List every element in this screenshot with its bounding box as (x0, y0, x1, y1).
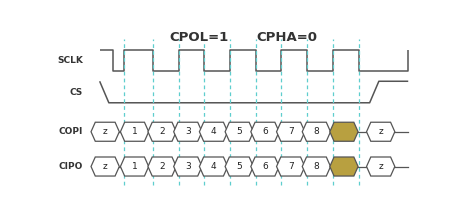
Polygon shape (276, 122, 305, 141)
Text: 7: 7 (288, 127, 293, 136)
Text: CPOL=1: CPOL=1 (169, 31, 228, 44)
Text: SCLK: SCLK (57, 56, 83, 65)
Text: CPHA=0: CPHA=0 (256, 31, 318, 44)
Polygon shape (148, 122, 176, 141)
Polygon shape (302, 157, 330, 176)
Polygon shape (330, 157, 358, 176)
Text: 3: 3 (185, 162, 191, 171)
Text: COPI: COPI (59, 127, 83, 136)
Polygon shape (276, 157, 305, 176)
Text: z: z (103, 127, 108, 136)
Text: z: z (378, 127, 383, 136)
Text: 8: 8 (313, 162, 319, 171)
Polygon shape (200, 122, 228, 141)
Text: 1: 1 (132, 127, 137, 136)
Text: 6: 6 (262, 162, 268, 171)
Polygon shape (173, 122, 202, 141)
Text: CS: CS (70, 88, 83, 97)
Text: CIPO: CIPO (59, 162, 83, 171)
Text: 3: 3 (185, 127, 191, 136)
Polygon shape (173, 157, 202, 176)
Text: 4: 4 (211, 127, 216, 136)
Text: 2: 2 (159, 127, 165, 136)
Polygon shape (251, 122, 279, 141)
Polygon shape (366, 122, 395, 141)
Polygon shape (225, 122, 254, 141)
Text: 6: 6 (262, 127, 268, 136)
Text: 2: 2 (159, 162, 165, 171)
Polygon shape (302, 122, 330, 141)
Text: 8: 8 (313, 127, 319, 136)
Polygon shape (91, 157, 119, 176)
Text: 4: 4 (211, 162, 216, 171)
Polygon shape (225, 157, 254, 176)
Text: 5: 5 (237, 127, 242, 136)
Polygon shape (200, 157, 228, 176)
Polygon shape (120, 157, 149, 176)
Text: z: z (103, 162, 108, 171)
Polygon shape (251, 157, 279, 176)
Polygon shape (366, 157, 395, 176)
Polygon shape (91, 122, 119, 141)
Polygon shape (120, 122, 149, 141)
Text: 7: 7 (288, 162, 293, 171)
Text: 1: 1 (132, 162, 137, 171)
Text: 5: 5 (237, 162, 242, 171)
Polygon shape (330, 122, 358, 141)
Text: z: z (378, 162, 383, 171)
Polygon shape (148, 157, 176, 176)
